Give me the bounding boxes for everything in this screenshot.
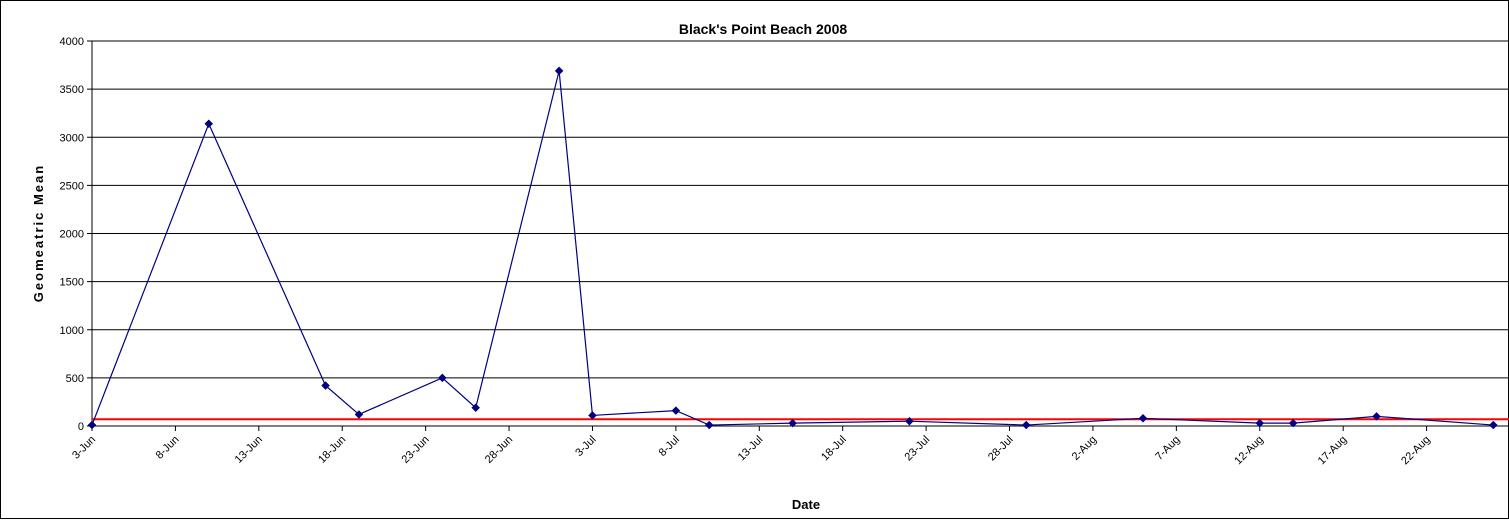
data-point-marker <box>1488 420 1498 430</box>
series-geometric-mean <box>87 66 1498 430</box>
data-point-marker <box>905 416 914 426</box>
y-tick-label: 1500 <box>60 277 84 289</box>
gridlines <box>92 40 1509 379</box>
x-tick-label: 13-Jun <box>233 434 265 466</box>
data-point-marker <box>554 66 564 76</box>
y-tick-label: 2000 <box>60 229 84 241</box>
x-axis-ticks: 3-Jun 8-Jun 13-Jun 18-Jun 23-Jun 28-Jun 3-Jul 8… <box>70 426 1433 467</box>
y-axis-title: Geomeatric Mean <box>31 164 46 302</box>
x-tick-label: 2-Aug <box>1070 434 1099 463</box>
y-tick-label: 3500 <box>60 84 84 96</box>
data-point-marker <box>588 411 597 420</box>
x-tick-label: 22-Aug <box>1399 434 1433 468</box>
data-point-marker <box>1288 418 1298 428</box>
data-point-marker <box>87 420 97 430</box>
x-axis-title: Date <box>792 497 820 512</box>
y-axis-ticks: 0 500 1000 1500 2000 2500 3000 3500 4000 <box>60 36 92 433</box>
x-tick-label: 13-Jul <box>736 434 766 464</box>
x-tick-label: 12-Aug <box>1232 434 1266 468</box>
y-tick-label: 1000 <box>60 325 84 337</box>
data-point-marker <box>321 381 330 390</box>
data-point-marker <box>1021 420 1031 430</box>
y-tick-label: 2500 <box>60 180 84 192</box>
data-point-marker <box>704 420 714 430</box>
data-point-marker <box>204 119 214 129</box>
x-tick-label: 28-Jul <box>986 434 1016 464</box>
data-point-marker <box>1255 418 1265 428</box>
chart-title: Black's Point Beach 2008 <box>679 21 848 37</box>
data-point-marker <box>671 406 681 415</box>
data-point-marker <box>471 403 481 413</box>
data-point-marker <box>1372 412 1381 421</box>
series-line <box>91 70 1494 426</box>
y-tick-label: 4000 <box>60 36 84 48</box>
x-tick-label: 23-Jul <box>903 434 933 464</box>
x-tick-label: 3-Jul <box>573 434 598 459</box>
x-tick-label: 7-Aug <box>1153 434 1182 463</box>
x-tick-label: 8-Jul <box>657 434 682 459</box>
y-tick-label: 500 <box>66 373 84 385</box>
data-point-marker <box>354 410 364 419</box>
y-tick-label: 3000 <box>60 132 84 144</box>
x-tick-label: 3-Jun <box>70 434 98 462</box>
x-tick-label: 18-Jun <box>316 434 348 466</box>
y-tick-label: 0 <box>78 421 84 433</box>
data-point-marker <box>1138 413 1148 423</box>
x-tick-label: 18-Jul <box>819 434 849 464</box>
data-point-marker <box>437 373 447 383</box>
data-point-marker <box>788 418 798 428</box>
x-tick-label: 8-Jun <box>154 434 182 462</box>
x-tick-label: 28-Jun <box>483 434 515 466</box>
x-tick-label: 23-Jun <box>399 434 431 466</box>
x-tick-label: 17-Aug <box>1316 434 1350 468</box>
